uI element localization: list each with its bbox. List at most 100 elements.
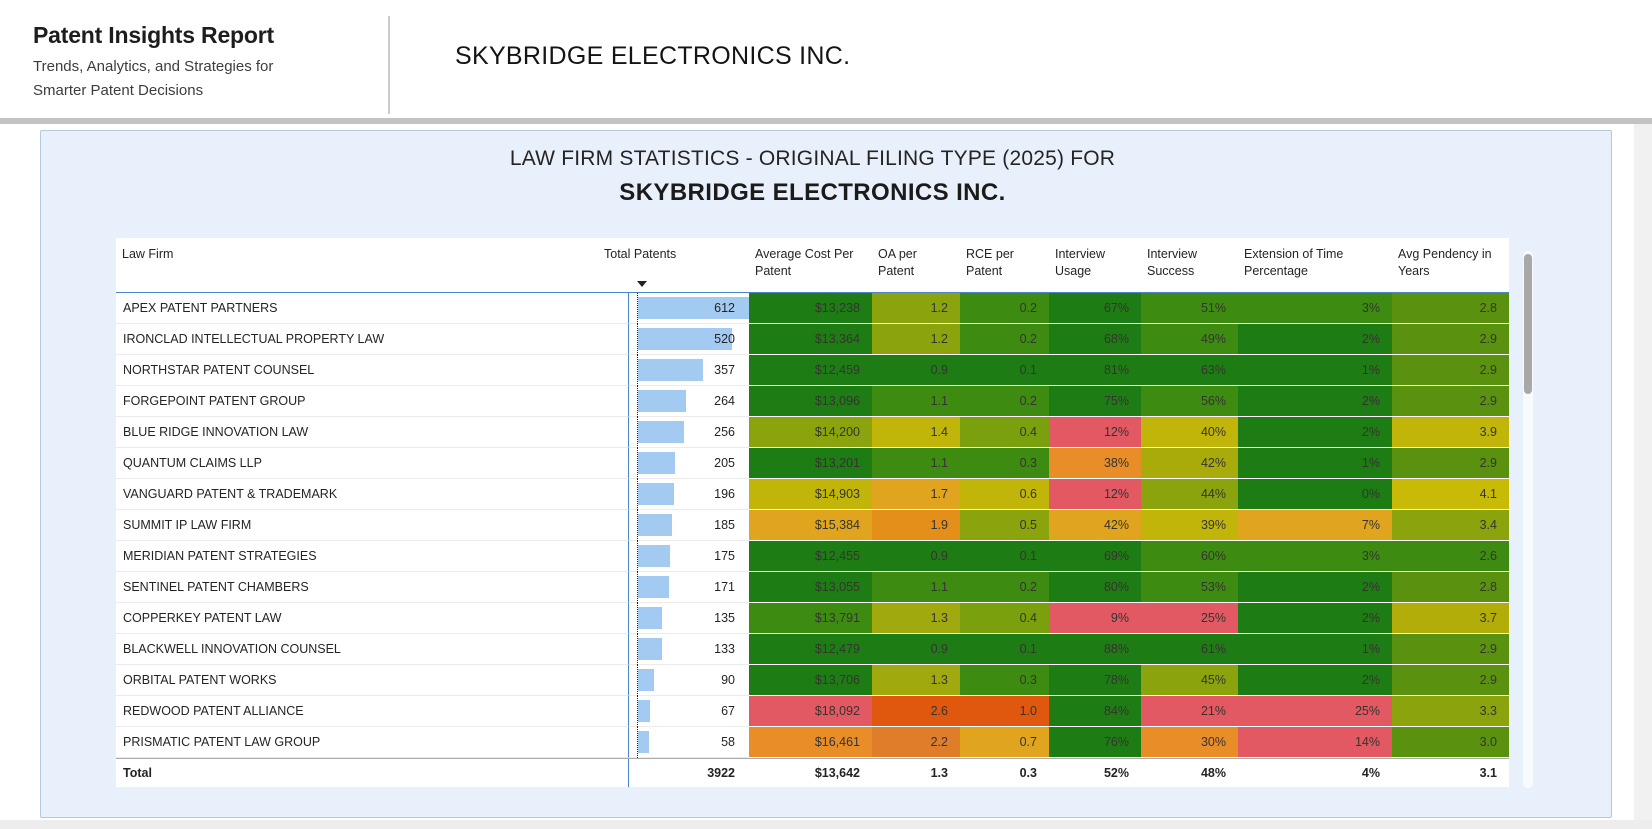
- law-firm-cell: COPPERKEY PATENT LAW: [116, 603, 628, 634]
- average-cost-cell: $13,238: [749, 293, 872, 324]
- law-firm-cell: BLUE RIDGE INNOVATION LAW: [116, 417, 628, 448]
- average-cost-cell: $13,364: [749, 324, 872, 355]
- column-header-avg-pendency[interactable]: Avg Pendency in Years: [1398, 247, 1492, 278]
- law-firm-cell: APEX PATENT PARTNERS: [116, 293, 628, 324]
- table-body: APEX PATENT PARTNERS 612 $13,238 1.2 0.2 67% 5…: [116, 293, 1509, 758]
- total-patents-value: 58: [721, 735, 735, 749]
- interview-success-cell: 39%: [1141, 510, 1238, 541]
- data-bar: [638, 328, 732, 350]
- oa-cell: 1.3: [872, 665, 960, 696]
- average-cost-cell: $14,200: [749, 417, 872, 448]
- table-row[interactable]: APEX PATENT PARTNERS 612 $13,238 1.2 0.2 67% 5…: [116, 293, 1509, 324]
- law-firm-cell: SENTINEL PATENT CHAMBERS: [116, 572, 628, 603]
- company-name: SKYBRIDGE ELECTRONICS INC.: [455, 42, 851, 70]
- table-row[interactable]: REDWOOD PATENT ALLIANCE 67 $18,092 2.6 1.0 84…: [116, 696, 1509, 727]
- column-header-average-cost[interactable]: Average Cost Per Patent: [755, 247, 854, 278]
- data-bar-axis: [637, 572, 638, 603]
- total-patents-total: 3922: [628, 759, 749, 787]
- table-row[interactable]: IRONCLAD INTELLECTUAL PROPERTY LAW 520 $13…: [116, 324, 1509, 355]
- table-row[interactable]: VANGUARD PATENT & TRADEMARK 196 $14,903 1.7…: [116, 479, 1509, 510]
- data-bar: [638, 483, 674, 505]
- table-row[interactable]: COPPERKEY PATENT LAW 135 $13,791 1.3 0.4 9% 25…: [116, 603, 1509, 634]
- column-header-interview-success[interactable]: Interview Success: [1147, 247, 1198, 278]
- data-bar: [638, 669, 654, 691]
- data-bar-axis: [637, 665, 638, 696]
- total-patents-cell: 58: [628, 727, 749, 758]
- data-bar: [638, 638, 662, 660]
- pendency-cell: 2.9: [1392, 634, 1509, 665]
- column-header-law-firm[interactable]: Law Firm: [122, 247, 174, 261]
- data-bar: [638, 390, 686, 412]
- interview-success-cell: 25%: [1141, 603, 1238, 634]
- extension-cell: 2%: [1238, 603, 1392, 634]
- total-patents-cell: 67: [628, 696, 749, 727]
- column-header-extension-of-time[interactable]: Extension of Time Percentage: [1244, 247, 1344, 278]
- data-bar-axis: [637, 479, 638, 510]
- data-bar-axis: [637, 541, 638, 572]
- rce-cell: 0.3: [960, 665, 1049, 696]
- total-patents-cell: 175: [628, 541, 749, 572]
- report-subtitle-line2: Smarter Patent Decisions: [33, 82, 204, 99]
- report-subtitle: Trends, Analytics, and Strategies for Sm…: [33, 55, 273, 103]
- column-header-interview-usage[interactable]: Interview Usage: [1055, 247, 1106, 278]
- pendency-cell: 2.9: [1392, 386, 1509, 417]
- interview-usage-cell: 78%: [1049, 665, 1141, 696]
- total-patents-value: 171: [714, 580, 735, 594]
- scrollbar-track[interactable]: [1523, 251, 1533, 788]
- header-separator: [0, 118, 1652, 124]
- data-bar: [638, 452, 675, 474]
- column-header-rce-per-patent[interactable]: RCE per Patent: [966, 247, 1014, 278]
- extension-cell: 2%: [1238, 386, 1392, 417]
- total-patents-value: 135: [714, 611, 735, 625]
- law-firm-cell: MERIDIAN PATENT STRATEGIES: [116, 541, 628, 572]
- data-bar-axis: [637, 417, 638, 448]
- scrollbar-thumb[interactable]: [1524, 254, 1532, 394]
- interview-success-cell: 49%: [1141, 324, 1238, 355]
- sort-descending-icon: [637, 281, 647, 287]
- extension-cell: 0%: [1238, 479, 1392, 510]
- total-patents-cell: 520: [628, 324, 749, 355]
- pendency-cell: 2.9: [1392, 355, 1509, 386]
- extension-cell: 2%: [1238, 665, 1392, 696]
- average-cost-cell: $16,461: [749, 727, 872, 758]
- rce-cell: 0.1: [960, 541, 1049, 572]
- table-row[interactable]: PRISMATIC PATENT LAW GROUP 58 $16,461 2.2 0.…: [116, 727, 1509, 758]
- table-row[interactable]: SENTINEL PATENT CHAMBERS 171 $13,055 1.1 0.2…: [116, 572, 1509, 603]
- average-cost-cell: $13,706: [749, 665, 872, 696]
- law-firm-cell: QUANTUM CLAIMS LLP: [116, 448, 628, 479]
- extension-cell: 1%: [1238, 355, 1392, 386]
- rce-cell: 0.5: [960, 510, 1049, 541]
- law-firm-cell: PRISMATIC PATENT LAW GROUP: [116, 727, 628, 758]
- pendency-cell: 2.9: [1392, 665, 1509, 696]
- table-row[interactable]: MERIDIAN PATENT STRATEGIES 175 $12,455 0.9 0…: [116, 541, 1509, 572]
- data-bar-axis: [637, 510, 638, 541]
- table-row[interactable]: QUANTUM CLAIMS LLP 205 $13,201 1.1 0.3 38% 42%…: [116, 448, 1509, 479]
- rce-cell: 0.6: [960, 479, 1049, 510]
- average-cost-cell: $13,055: [749, 572, 872, 603]
- pendency-cell: 2.6: [1392, 541, 1509, 572]
- table-row[interactable]: BLUE RIDGE INNOVATION LAW 256 $14,200 1.4 0.…: [116, 417, 1509, 448]
- data-bar-axis: [637, 634, 638, 665]
- pendency-cell: 3.0: [1392, 727, 1509, 758]
- table-row[interactable]: ORBITAL PATENT WORKS 90 $13,706 1.3 0.3 78% 45…: [116, 665, 1509, 696]
- total-extension: 4%: [1361, 766, 1380, 780]
- pendency-cell: 3.9: [1392, 417, 1509, 448]
- extension-cell: 2%: [1238, 572, 1392, 603]
- total-patents-value: 357: [714, 363, 735, 377]
- interview-usage-cell: 81%: [1049, 355, 1141, 386]
- table-row[interactable]: BLACKWELL INNOVATION COUNSEL 133 $12,479 0.…: [116, 634, 1509, 665]
- column-header-oa-per-patent[interactable]: OA per Patent: [878, 247, 917, 278]
- pendency-cell: 2.8: [1392, 572, 1509, 603]
- oa-cell: 0.9: [872, 634, 960, 665]
- rce-cell: 0.2: [960, 324, 1049, 355]
- table-row[interactable]: SUMMIT IP LAW FIRM 185 $15,384 1.9 0.5 42% 39%…: [116, 510, 1509, 541]
- total-patents-cell: 171: [628, 572, 749, 603]
- table-row[interactable]: FORGEPOINT PATENT GROUP 264 $13,096 1.1 0.2 7…: [116, 386, 1509, 417]
- average-cost-cell: $15,384: [749, 510, 872, 541]
- rce-cell: 0.7: [960, 727, 1049, 758]
- interview-success-cell: 40%: [1141, 417, 1238, 448]
- total-patents-cell: 196: [628, 479, 749, 510]
- column-header-total-patents[interactable]: Total Patents: [598, 238, 749, 292]
- report-title: Patent Insights Report: [33, 22, 274, 48]
- table-row[interactable]: NORTHSTAR PATENT COUNSEL 357 $12,459 0.9 0.1…: [116, 355, 1509, 386]
